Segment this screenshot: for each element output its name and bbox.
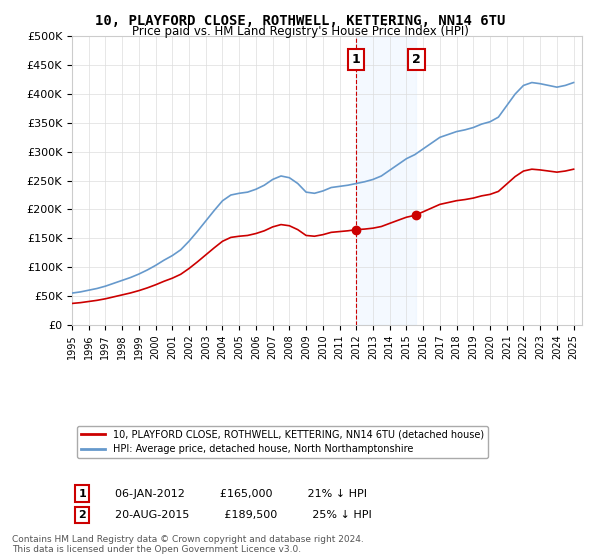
Text: Price paid vs. HM Land Registry's House Price Index (HPI): Price paid vs. HM Land Registry's House … — [131, 25, 469, 38]
Text: 2: 2 — [79, 510, 86, 520]
Text: 2: 2 — [412, 53, 421, 66]
Text: 06-JAN-2012          £165,000          21% ↓ HPI: 06-JAN-2012 £165,000 21% ↓ HPI — [108, 488, 367, 498]
Text: 1: 1 — [352, 53, 361, 66]
Text: Contains HM Land Registry data © Crown copyright and database right 2024.
This d: Contains HM Land Registry data © Crown c… — [12, 535, 364, 554]
Text: 20-AUG-2015          £189,500          25% ↓ HPI: 20-AUG-2015 £189,500 25% ↓ HPI — [108, 510, 371, 520]
Text: 1: 1 — [79, 488, 86, 498]
Bar — [356, 36, 416, 325]
Text: 10, PLAYFORD CLOSE, ROTHWELL, KETTERING, NN14 6TU: 10, PLAYFORD CLOSE, ROTHWELL, KETTERING,… — [95, 14, 505, 28]
Legend: 10, PLAYFORD CLOSE, ROTHWELL, KETTERING, NN14 6TU (detached house), HPI: Average: 10, PLAYFORD CLOSE, ROTHWELL, KETTERING,… — [77, 426, 488, 459]
